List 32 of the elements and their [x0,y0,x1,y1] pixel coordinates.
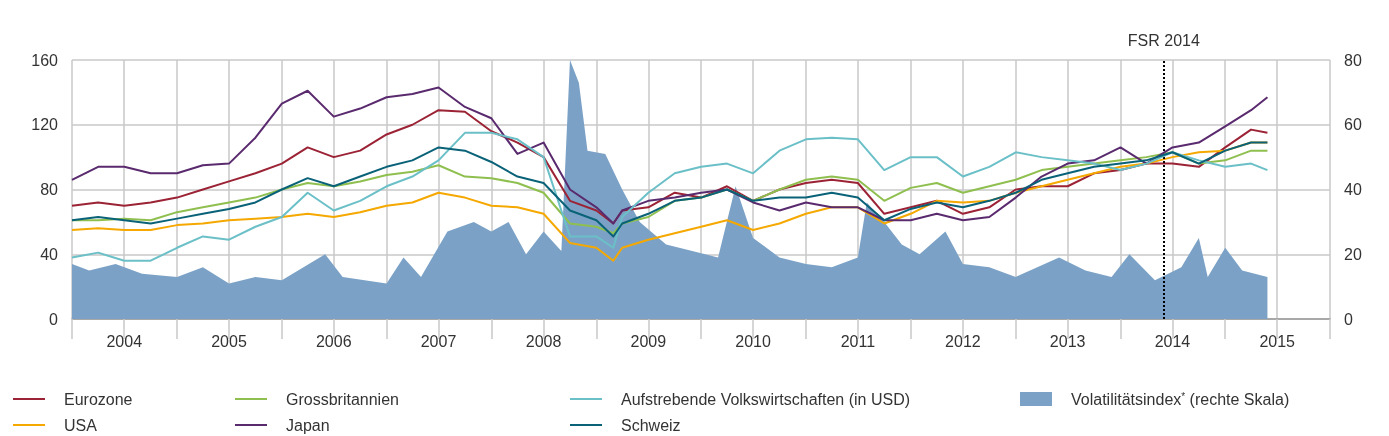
y-tick-label: 0 [49,310,59,328]
x-tick-label: 2015 [1259,332,1296,350]
y2-tick-label: 80 [1344,51,1362,69]
x-tick-label: 2004 [106,332,143,350]
legend-label: Grossbritannien [286,390,399,408]
y2-tick-label: 0 [1344,310,1353,328]
x-tick-label: 2008 [525,332,562,350]
y2-tick-label: 40 [1344,181,1362,198]
y-tick-label: 80 [40,181,59,198]
y-tick-label: 120 [31,116,59,134]
y-tick-label: 40 [40,245,59,263]
y2-tick-label: 60 [1344,116,1362,134]
x-tick-label: 2011 [840,332,876,350]
legend-label: Eurozone [64,390,133,408]
x-tick-label: 2012 [945,332,981,350]
x-tick-label: 2005 [211,332,247,350]
line-series [71,109,1269,225]
x-tick-label: 2014 [1154,332,1191,350]
legend-label: USA [64,416,98,434]
ref-line-label: FSR 2014 [1127,31,1200,49]
x-tick-label: 2007 [420,332,457,350]
x-tick-label: 2009 [630,332,667,350]
x-tick-label: 2010 [735,332,771,350]
legend-label: Volatilitätsindex* (rechte Skala) [1071,390,1290,408]
y2-tick-label: 20 [1344,245,1362,263]
line-series [71,86,1269,225]
legend-label: Aufstrebende Volkswirtschaften (in USD) [621,390,911,408]
x-tick-label: 2006 [315,332,352,350]
y-tick-label: 160 [31,51,59,69]
legend-label: Japan [286,416,330,434]
x-tick-label: 2013 [1049,332,1086,350]
legend-label: Schweiz [621,416,681,434]
